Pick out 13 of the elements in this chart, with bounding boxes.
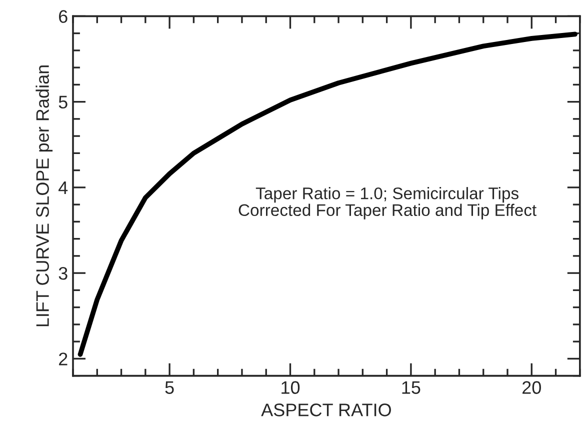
x-axis-title: ASPECT RATIO [261, 404, 391, 416]
y-tick-label: 3 [58, 266, 68, 280]
x-tick-label: 5 [165, 381, 174, 394]
y-tick-label: 5 [58, 96, 68, 109]
y-axis-title: LIFT CURVE SLOPE per Radian [36, 66, 53, 326]
y-tick-label: 2 [59, 352, 68, 366]
x-tick-label: 15 [402, 381, 420, 394]
y-tick-label: 4 [58, 182, 68, 194]
x-tick-label: 20 [522, 381, 541, 394]
annotation: Taper Ratio = 1.0; Semicircular Tips Corrected For Taper Ratio and Tip Effect [238, 187, 536, 220]
x-tick-label: 10 [282, 381, 300, 394]
y-tick-label: 6 [59, 10, 68, 23]
line-series [78, 32, 578, 357]
